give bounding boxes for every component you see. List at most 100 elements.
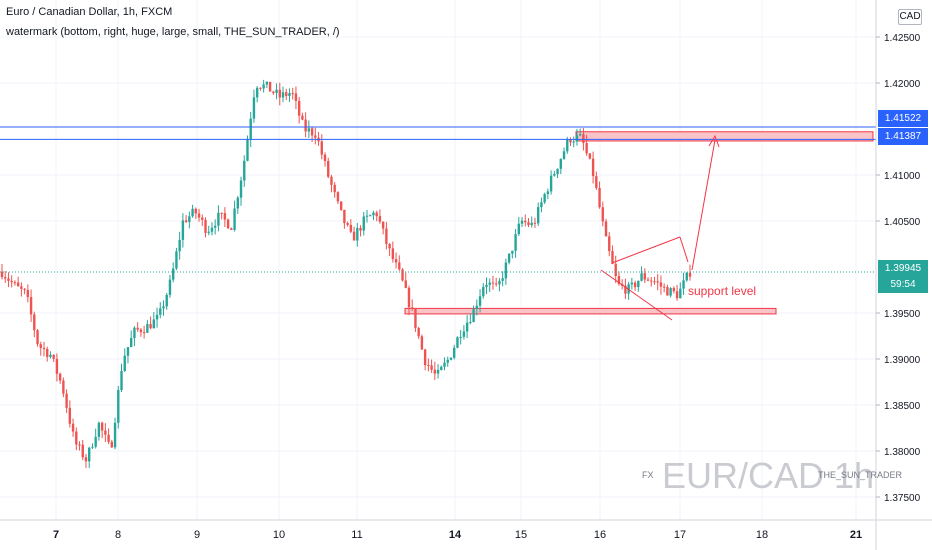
chart-grid [0,0,876,520]
candle-body [188,216,191,222]
candle-body [265,81,269,85]
candle-body [369,215,372,217]
candle-body [381,221,385,229]
candle-body [207,231,210,233]
candle-body [310,128,314,136]
price-axis[interactable]: 1.42500 1.42000 1.41000 1.40500 1.39500 1.390… [875,0,921,550]
candle-body [97,422,101,437]
candle-body [359,227,362,231]
wedge-close-line [679,236,689,263]
candle-body [414,308,417,328]
candle-body [569,139,572,143]
candle-body [262,84,265,89]
candle-body [88,447,91,462]
candle-body [175,251,178,269]
time-tick-label: 17 [674,529,686,541]
candle-body [26,290,30,298]
candle-body [598,187,601,208]
candle-body [117,390,120,423]
candle-body [643,273,646,280]
candle-body [478,296,482,306]
candlestick-series [0,79,692,469]
candle-body [549,175,553,192]
candle-body [530,222,533,226]
candle-body [68,407,72,424]
candle-body [685,272,688,281]
candle-body [404,280,407,288]
candle-body [301,115,304,120]
candle-body [210,227,214,232]
candle-body [81,444,84,458]
candle-body [498,280,501,285]
candle-body [123,355,126,371]
candle-body [168,279,172,295]
candle-body [84,457,88,462]
candle-body [488,282,491,285]
candle-body [346,223,349,225]
candle-body [7,278,10,281]
candle-body [666,287,669,296]
candle-body [236,197,239,209]
wedge-lower-line [600,269,673,321]
time-tick-label: 9 [194,529,200,541]
candle-body [142,332,146,334]
candle-body [482,286,485,297]
candle-body [650,280,653,282]
watermark-author: THE_SUN_TRADER [818,470,903,480]
candle-body [323,154,327,161]
countdown-badge: 59:54 [878,276,928,293]
candle-body [230,228,233,230]
candle-body [611,251,614,264]
candle-body [13,282,17,284]
candle-body [514,234,517,251]
candle-body [662,286,666,288]
candle-body [646,279,650,281]
candle-body [288,93,291,96]
candle-body [423,349,427,366]
candle-body [540,202,543,208]
candle-body [675,291,679,299]
candle-body [213,225,217,228]
candle-body [149,324,152,329]
candle-body [10,280,13,283]
candle-body [75,431,78,445]
candle-body [533,222,537,224]
candle-body [420,336,424,350]
candle-body [375,212,378,217]
candle-body [391,248,395,260]
candle-body [436,369,440,374]
price-tick-label: 1.38000 [884,447,921,458]
candle-body [546,191,550,194]
wedge-upper-line [611,236,681,264]
candle-body [601,207,604,222]
candle-body [239,180,243,198]
currency-badge[interactable]: CAD [898,9,922,25]
candle-body [146,324,149,333]
candle-body [71,423,75,432]
indicator-legend[interactable]: watermark (bottom, right, huge, large, s… [6,26,340,38]
candle-body [559,159,562,169]
candle-body [339,201,343,210]
candle-body [349,224,353,232]
time-axis[interactable]: 7 8 9 10 11 14 15 16 17 18 21 [0,519,932,541]
candle-body [504,262,508,279]
candle-body [304,119,307,132]
candle-body [501,278,504,281]
candle-body [23,288,26,291]
candle-body [42,347,46,349]
candle-body [136,327,139,330]
price-tick-label: 1.37500 [884,493,921,504]
candle-body [29,297,33,315]
candle-body [462,331,466,337]
candle-body [653,281,656,283]
candle-body [536,207,540,224]
time-tick-label: 8 [115,529,121,541]
candle-body [49,354,52,357]
candle-body [178,239,181,252]
candle-body [272,91,275,93]
candle-body [475,305,479,310]
candle-body [58,373,62,381]
candle-body [184,220,188,222]
candle-body [155,314,159,320]
